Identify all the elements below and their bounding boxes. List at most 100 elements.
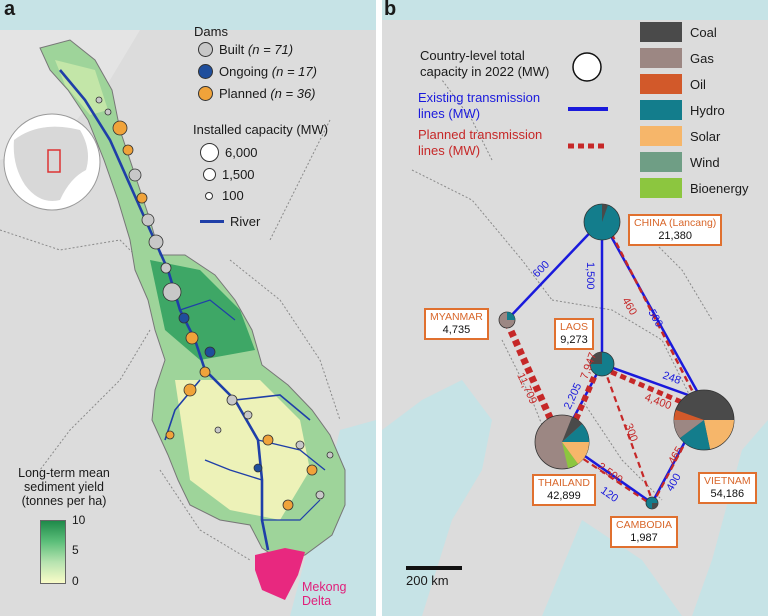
pie-cambodia-coal [652, 503, 658, 509]
vietnam-value: 54,186 [710, 488, 745, 500]
hydro-label: Hydro [690, 102, 725, 118]
pie-thailand-bio [562, 442, 578, 468]
capacity-1500: 1,500 [203, 167, 255, 182]
pie-china-coal [602, 203, 608, 222]
bioenergy-label: Bioenergy [690, 180, 749, 196]
planned-dam-marker [282, 499, 294, 511]
planned-label: Planned [219, 86, 267, 101]
pie-china [583, 203, 621, 241]
planned-line-300 [602, 367, 654, 501]
existing-line-600 [506, 219, 603, 321]
pie-vietnam-oil [674, 410, 704, 420]
fuel-coal: Coal [640, 22, 717, 42]
capacity-legend-text: Country-level total capacity in 2022 (MW… [420, 48, 550, 79]
planned-line-2500 [566, 447, 653, 506]
planned-dam-marker [122, 144, 134, 156]
pie-vietnam [673, 389, 735, 451]
myanmar-value: 4,735 [442, 324, 471, 336]
pie-vietnam-solar [704, 420, 734, 449]
existing-line-500 [600, 219, 704, 401]
legend-planned: Planned (n = 36) [198, 86, 316, 101]
basin-upper [55, 60, 108, 115]
wind-label: Wind [690, 154, 720, 170]
inset-highlight-box [47, 149, 61, 173]
planned-line-460 [605, 224, 699, 401]
capacity-100-label: 100 [222, 188, 244, 203]
pie-thailand [534, 414, 590, 470]
built-count: (n = 71) [247, 42, 294, 57]
planned-dam-marker [185, 331, 199, 345]
pie-thailand-hydro [562, 424, 589, 442]
ongoing-dam-marker [204, 346, 216, 358]
ongoing-count: (n = 17) [271, 64, 317, 79]
circle-medium-icon [203, 168, 216, 181]
ongoing-label: Ongoing [219, 64, 269, 79]
planned-count: (n = 36) [270, 86, 316, 101]
built-dam-marker [295, 440, 305, 450]
built-marker-icon [198, 42, 213, 57]
capacity-1500-label: 1,500 [222, 167, 255, 182]
pie-myanmar [498, 311, 516, 329]
pie-myanmar-hydro [507, 312, 515, 320]
pie-vietnam-gas [674, 420, 704, 438]
sediment-legend-title: Long-term mean sediment yield (tonnes pe… [18, 466, 110, 508]
river-label: River [230, 214, 261, 229]
built-label: Built [219, 42, 245, 57]
planned-dam-marker [112, 120, 128, 136]
scale-bar-label: 200 km [406, 573, 449, 588]
laos-value: 9,273 [560, 334, 588, 346]
ongoing-marker-icon [198, 64, 213, 79]
ongoing-dam-marker [178, 312, 190, 324]
thailand-name: THAILAND [538, 477, 590, 489]
fuel-gas: Gas [640, 48, 714, 68]
vietnam-name: VIETNAM [704, 475, 751, 487]
mekong-delta-label: Mekong Delta [302, 580, 347, 608]
oil-label: Oil [690, 76, 706, 92]
planned-line-11709 [503, 320, 564, 442]
existing-legend-text: Existing transmission lines (MW) [418, 90, 541, 121]
dams-legend-title: Dams [194, 24, 228, 39]
pie-cambodia [645, 496, 659, 510]
basin-low-yield [175, 380, 310, 520]
inset-globe [3, 113, 101, 211]
country-box-china: CHINA (Lancang) 21,380 [628, 214, 723, 246]
built-dam-marker [148, 234, 164, 250]
built-dam-marker [315, 490, 325, 500]
legend-ongoing: Ongoing (n = 17) [198, 64, 317, 79]
fuel-bioenergy: Bioenergy [640, 178, 749, 198]
label-248: 248 [661, 370, 682, 388]
thailand-value: 42,899 [547, 490, 581, 502]
bioenergy-swatch [640, 178, 682, 198]
panel-b-label: b [384, 0, 397, 20]
china-value: 21,380 [658, 230, 692, 242]
country-box-laos: LAOS 9,273 [554, 318, 595, 350]
hydro-swatch [640, 100, 682, 120]
sediment-colorbar [40, 520, 66, 584]
built-dam-marker [214, 426, 222, 434]
gas-swatch [640, 48, 682, 68]
river-line-icon [200, 220, 224, 223]
gas-label: Gas [690, 50, 714, 66]
legend-river: River [200, 214, 260, 229]
built-dam-marker [104, 108, 112, 116]
china-name: CHINA (Lancang) [634, 217, 717, 229]
gulf-of-thailand [382, 380, 492, 616]
panel-a-label: a [4, 0, 16, 20]
pie-thailand-coal [562, 417, 582, 442]
planned-dam-marker [165, 430, 175, 440]
sediment-tick-5: 5 [72, 543, 79, 557]
south-sea [542, 520, 682, 616]
country-box-cambodia: CAMBODIA 1,987 [610, 516, 679, 548]
capacity-6000-label: 6,000 [225, 145, 258, 160]
label-1500: 1,500 [584, 262, 596, 290]
built-dam-marker [141, 213, 155, 227]
planned-dam-marker [183, 383, 197, 397]
fuel-oil: Oil [640, 74, 706, 94]
pie-laos-coal [590, 352, 602, 364]
pie-laos [589, 351, 615, 377]
planned-marker-icon [198, 86, 213, 101]
ongoing-dam-marker [253, 463, 263, 473]
laos-name: LAOS [560, 321, 589, 333]
panel-b-map: 600 500 1,500 2,205 248 400 120 460 11,7… [382, 0, 768, 616]
panel-a-map: a Dams Built (n = 71) Ongoing (n = 17) P… [0, 0, 376, 616]
